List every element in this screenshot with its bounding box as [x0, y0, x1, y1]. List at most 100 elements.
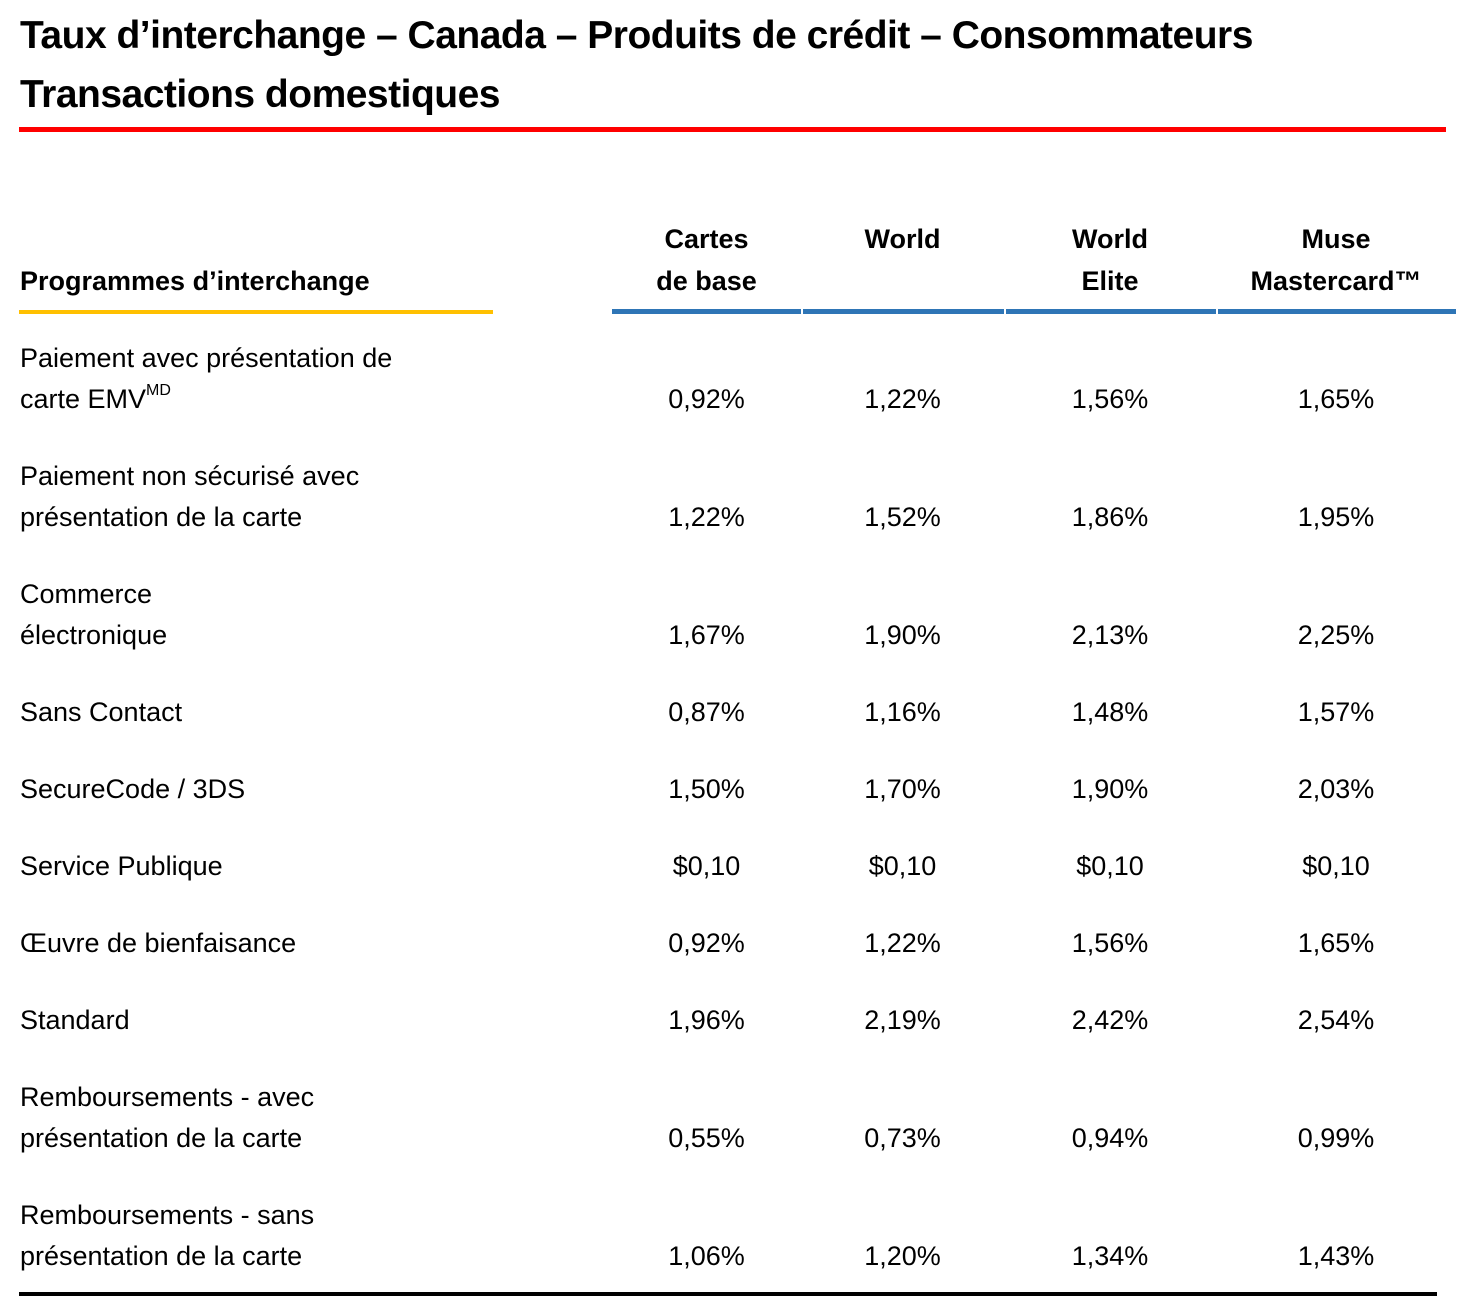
rate-cell: 1,56% — [1071, 384, 1149, 414]
rate-cell: 1,70% — [864, 774, 941, 804]
row-label: Remboursements - avec présentation de la… — [0, 1077, 612, 1159]
rate-cell: 1,34% — [1071, 1241, 1149, 1271]
table-header: Programmes d’interchange Cartes de base … — [0, 218, 1472, 302]
row-label-line: Service Publique — [20, 851, 223, 881]
table-row: Remboursements - avec présentation de la… — [0, 1077, 1472, 1159]
rate-cell: $0,10 — [672, 851, 741, 881]
row-label-line: Commerce — [20, 579, 153, 609]
row-label-line: présentation de la carte — [20, 1123, 303, 1153]
interchange-table: Programmes d’interchange Cartes de base … — [0, 218, 1472, 1277]
row-label: Service Publique — [0, 846, 612, 887]
header-rules — [0, 309, 1472, 314]
header-rule-blue-4 — [1218, 309, 1456, 314]
title-line-2: Transactions domestiques — [20, 73, 500, 116]
rate-cell: 0,99% — [1297, 1123, 1375, 1153]
row-label-line: SecureCode / 3DS — [20, 774, 246, 804]
title-rule — [19, 127, 1446, 132]
row-label-line: Paiement non sécurisé avec — [20, 461, 360, 491]
row-label-line: Œuvre de bienfaisance — [20, 928, 297, 958]
row-label-line: électronique — [20, 620, 168, 650]
rate-cell: 1,48% — [1071, 697, 1149, 727]
row-label-line: présentation de la carte — [20, 502, 303, 532]
table-row: Œuvre de bienfaisance 0,92% 1,22% 1,56% … — [0, 923, 1472, 964]
document-title: Taux d’interchange – Canada – Produits d… — [0, 0, 1472, 124]
table-row: Paiement avec présentation de carte EMVM… — [0, 338, 1472, 420]
row-label-line: présentation de la carte — [20, 1241, 303, 1271]
rate-cell: 1,65% — [1297, 928, 1375, 958]
table-row: Standard 1,96% 2,19% 2,42% 2,54% — [0, 1000, 1472, 1041]
column-header-world: World — [801, 218, 1004, 302]
rate-cell: 1,86% — [1071, 502, 1149, 532]
row-label-line: carte EMVMD — [20, 382, 171, 415]
rate-cell: 0,73% — [864, 1123, 941, 1153]
row-label: Commerce électronique — [0, 574, 612, 656]
table-body: Paiement avec présentation de carte EMVM… — [0, 338, 1472, 1277]
rate-cell: 1,52% — [864, 502, 941, 532]
rate-cell: 0,55% — [668, 1123, 745, 1153]
row-label: Remboursements - sans présentation de la… — [0, 1195, 612, 1277]
row-label: Sans Contact — [0, 692, 612, 733]
row-label: Œuvre de bienfaisance — [0, 923, 612, 964]
column-header-line: World — [864, 224, 941, 254]
table-row: Commerce électronique 1,67% 1,90% 2,13% … — [0, 574, 1472, 656]
row-label-line: Paiement avec présentation de — [20, 343, 393, 373]
header-rule-blue-3 — [1006, 309, 1216, 314]
column-header-line: Elite — [1081, 266, 1139, 296]
emv-superscript: MD — [146, 382, 171, 399]
column-header-line: Mastercard™ — [1250, 266, 1422, 296]
header-rule-yellow — [19, 310, 493, 314]
header-rule-blue-2 — [803, 309, 1004, 314]
row-label: Standard — [0, 1000, 612, 1041]
column-header-line: Muse — [1301, 224, 1371, 254]
header-rule-blue-1 — [612, 309, 801, 314]
rate-cell: $0,10 — [868, 851, 937, 881]
rate-cell: 1,50% — [668, 774, 745, 804]
table-row: Remboursements - sans présentation de la… — [0, 1195, 1472, 1277]
column-header-line: de base — [656, 266, 757, 296]
column-header-line: Cartes — [664, 224, 749, 254]
rate-cell: 1,90% — [864, 620, 941, 650]
rate-cell: 1,56% — [1071, 928, 1149, 958]
rate-cell: 1,16% — [864, 697, 941, 727]
rate-cell: 1,20% — [864, 1241, 941, 1271]
rate-cell: 2,13% — [1071, 620, 1149, 650]
row-label-line: Sans Contact — [20, 697, 183, 727]
row-label: Paiement avec présentation de carte EMVM… — [0, 338, 612, 420]
column-header-cartes-de-base: Cartes de base — [612, 218, 801, 302]
rate-cell: 1,96% — [668, 1005, 745, 1035]
column-header-line — [801, 260, 1004, 302]
table-row: Paiement non sécurisé avec présentation … — [0, 456, 1472, 538]
rate-cell: 1,22% — [864, 384, 941, 414]
rate-cell: 1,57% — [1297, 697, 1375, 727]
rate-cell: 2,42% — [1071, 1005, 1149, 1035]
title-line-1: Taux d’interchange – Canada – Produits d… — [20, 14, 1253, 57]
rate-cell: 1,22% — [668, 502, 745, 532]
rate-cell: 2,25% — [1297, 620, 1375, 650]
column-header-world-elite: World Elite — [1004, 218, 1216, 302]
rate-cell: $0,10 — [1302, 851, 1370, 881]
rate-cell: 1,06% — [668, 1241, 745, 1271]
rate-cell: 0,92% — [668, 384, 745, 414]
row-label-line: Remboursements - avec — [20, 1082, 315, 1112]
rate-cell: 0,92% — [668, 928, 745, 958]
row-label-line: Standard — [20, 1005, 130, 1035]
rate-cell: $0,10 — [1076, 851, 1144, 881]
rate-cell: 1,43% — [1297, 1241, 1375, 1271]
row-label: Paiement non sécurisé avec présentation … — [0, 456, 612, 538]
table-row: Sans Contact 0,87% 1,16% 1,48% 1,57% — [0, 692, 1472, 733]
rate-cell: 1,90% — [1071, 774, 1149, 804]
bottom-rule — [19, 1292, 1437, 1296]
rate-cell: 2,03% — [1297, 774, 1375, 804]
rate-cell: 1,22% — [864, 928, 941, 958]
row-header-label: Programmes d’interchange — [20, 266, 370, 296]
rate-cell: 0,94% — [1071, 1123, 1149, 1153]
column-header-line: World — [1072, 224, 1148, 254]
row-label-line: Remboursements - sans — [20, 1200, 315, 1230]
row-label: SecureCode / 3DS — [0, 769, 612, 810]
rate-cell: 0,87% — [668, 697, 745, 727]
rate-cell: 2,54% — [1297, 1005, 1375, 1035]
rate-cell: 1,67% — [668, 620, 745, 650]
rate-cell: 1,65% — [1297, 384, 1375, 414]
table-row: SecureCode / 3DS 1,50% 1,70% 1,90% 2,03% — [0, 769, 1472, 810]
